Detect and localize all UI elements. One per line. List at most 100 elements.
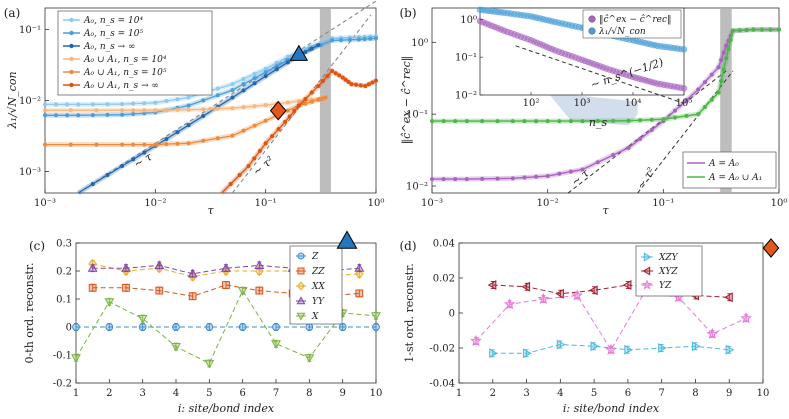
panel-c-point-square: [188, 292, 197, 301]
panel-a-point: [343, 77, 348, 82]
panel-a-point: [263, 70, 268, 75]
panel-a-point: [252, 104, 257, 109]
panel-a-point: [65, 113, 70, 118]
panel-b-point: [453, 119, 458, 124]
panel-b-point: [777, 27, 781, 32]
panel-a-point: [164, 142, 169, 147]
panel-c-point-triangle-up: [87, 263, 98, 272]
panel-c-legend-label: ZZ: [311, 267, 325, 277]
panel-b-point: [744, 27, 749, 32]
panel-a-point: [120, 142, 125, 147]
panel-c-xtick-label: 3: [139, 388, 145, 399]
panel-b-inset-legend-label: λ₁/√N_con: [598, 26, 646, 37]
panel-a-legend-label: A₀ ∪ A₁, n_s = 10⁵: [83, 68, 167, 78]
panel-b-point: [534, 119, 539, 124]
panel-a-xtick-label: 10⁰: [368, 198, 385, 209]
panel-a-point: [142, 111, 147, 116]
panel-d-point-star: [470, 334, 482, 347]
panel-c-point-circle: [238, 323, 247, 331]
panel-c-point-triangle-up: [354, 263, 365, 272]
panel-a-point: [337, 73, 342, 78]
panel-b-ytick-label: 10⁻²: [406, 182, 428, 193]
panel-d-legend-label: XYZ: [658, 267, 678, 277]
panel-a-point: [283, 119, 288, 124]
panel-a-xtick-label: 10⁻¹: [255, 198, 277, 209]
panel-a-xtick-label: 10⁻³: [34, 198, 56, 209]
panel-b-point: [626, 118, 631, 123]
panel-a-point: [215, 86, 220, 91]
panel-a-point: [285, 108, 290, 113]
panel-b-point: [709, 97, 714, 102]
panel-a-point: [175, 97, 180, 102]
panel-a-point: [68, 108, 73, 113]
panel-a-point: [340, 75, 345, 80]
panel-d-point-triangle-right: [522, 348, 532, 359]
panel-a-point: [287, 114, 292, 119]
panel-a-point: [43, 108, 47, 113]
panel-c-xtick-label: 9: [339, 388, 345, 399]
panel-d-xtick-label: 3: [523, 388, 529, 399]
panel-c-point-triangle-down: [371, 312, 381, 321]
panel-b-legend-box: [682, 151, 777, 189]
panel-a-marker-triangle: [289, 44, 309, 61]
panel-d-xtick-label: 6: [625, 388, 631, 399]
panel-b-point: [721, 50, 726, 55]
panel-c-point-triangle-up: [187, 268, 198, 278]
panel-c-point-triangle-down: [71, 354, 81, 363]
panel-a-point: [186, 95, 191, 100]
panel-b-point: [649, 117, 654, 122]
panel-d-point-star: [503, 298, 516, 310]
panel-c-point-circle: [372, 323, 380, 331]
panel-b-inset-wedge: [547, 92, 638, 126]
panel-d-ytick-label: 0: [449, 309, 455, 320]
panel-a-point: [309, 90, 314, 95]
panel-b-transition-band: [720, 9, 732, 192]
panel-b-point: [580, 167, 585, 172]
panel-b-xtick-label: 10⁻²: [537, 198, 559, 209]
panel-a-point: [241, 76, 246, 81]
panel-d-point-triangle-left: [622, 280, 632, 290]
panel-a-point: [257, 148, 262, 153]
panel-d-legend-label: YZ: [659, 281, 672, 291]
panel-b-ytick-label: 10⁰: [411, 38, 428, 49]
panel-b-point: [719, 79, 724, 84]
panel-b-point: [510, 176, 515, 181]
panel-a-legend-label: A₀ ∪ A₁, n_s = 10⁴: [83, 55, 167, 65]
panel-a-point: [296, 103, 301, 108]
panel-b-legend: A = A₀ A = A₀ ∪ A₁: [682, 151, 777, 189]
panel-a-legend-label: A₀, n_s = 10⁴: [83, 16, 143, 26]
panel-c-point-circle: [72, 323, 80, 331]
panel-a-point: [330, 38, 335, 43]
panel-b-point: [684, 113, 689, 118]
panel-b-point: [595, 160, 600, 165]
panel-a-point: [131, 111, 136, 116]
panel-a-legend-dot: [69, 43, 74, 49]
panel-b-ytick-label: 10⁻¹: [406, 110, 428, 121]
panel-a-point: [76, 102, 81, 107]
panel-d-legend-marker: [643, 252, 652, 262]
panel-b-point: [522, 119, 527, 124]
panel-a-point: [120, 163, 125, 168]
panel-a-point: [354, 82, 359, 87]
panel-a-point: [153, 108, 158, 113]
panel-a-legend-dot: [69, 82, 74, 88]
panel-d-point-triangle-right: [658, 343, 667, 353]
panel-b-point: [737, 28, 742, 33]
panel-b-point: [702, 80, 707, 85]
panel-b-point: [724, 56, 729, 61]
panel-c-point-square: [255, 286, 264, 295]
panel-b-point: [480, 176, 485, 181]
panel-b-point: [545, 119, 550, 124]
panel-c-ytick-label: -0.2: [53, 379, 72, 390]
panel-b-point: [495, 119, 500, 124]
panel-a-point: [201, 107, 206, 112]
panel-a-point: [252, 123, 257, 128]
panel-b-point: [510, 119, 515, 124]
panel-a-point: [276, 127, 281, 132]
panel-c-point-triangle-down: [304, 354, 315, 363]
panel-a-point: [201, 113, 206, 118]
panel-a-point: [241, 82, 246, 87]
panel-c-point-square: [355, 289, 364, 298]
panel-c-xtick-label: 5: [206, 388, 212, 399]
